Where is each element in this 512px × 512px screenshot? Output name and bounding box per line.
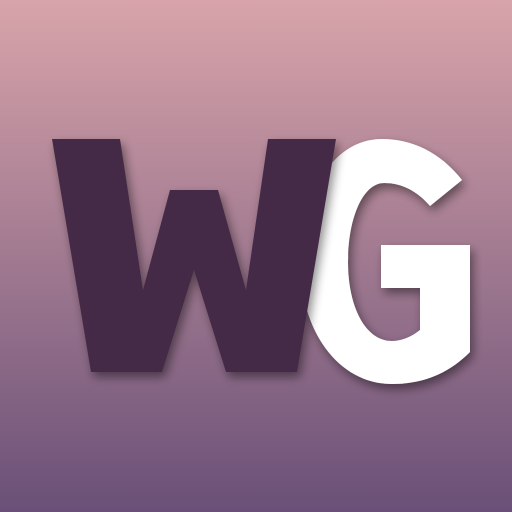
letter-w-glyph (52, 139, 336, 372)
letter-g-glyph (300, 139, 470, 384)
